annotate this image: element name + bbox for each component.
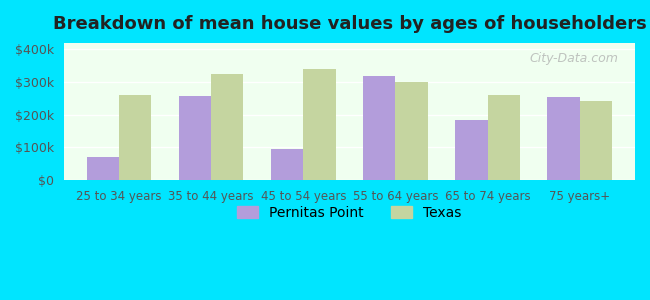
Bar [488,95,520,180]
Bar [271,149,304,180]
Text: City-Data.com: City-Data.com [529,52,618,65]
Title: Breakdown of mean house values by ages of householders: Breakdown of mean house values by ages o… [53,15,646,33]
Bar [179,96,211,180]
Bar [456,120,488,180]
Legend: Pernitas Point, Texas: Pernitas Point, Texas [231,200,467,225]
Bar [304,69,335,180]
Bar [87,157,119,180]
Bar [363,76,395,180]
Bar [211,74,244,180]
Bar [547,97,580,180]
Bar [395,82,428,180]
Bar [119,95,151,180]
Bar [580,101,612,180]
